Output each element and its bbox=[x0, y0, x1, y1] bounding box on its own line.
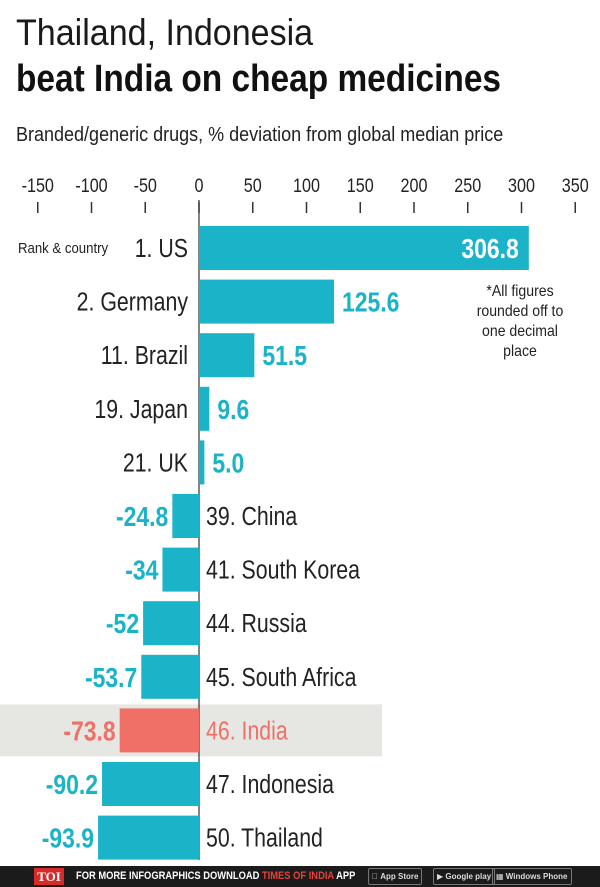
toi-logo[interactable]: TOI bbox=[34, 868, 64, 885]
bar bbox=[199, 226, 529, 270]
apple-icon:  bbox=[372, 872, 378, 881]
footer-bar: TOI FOR MORE INFOGRAPHICS DOWNLOAD TIMES… bbox=[0, 866, 600, 887]
footnote-line: rounded off to bbox=[477, 302, 564, 320]
category-label: 47. Indonesia bbox=[206, 770, 335, 800]
x-tick-label: 150 bbox=[347, 175, 374, 197]
category-label: 2. Germany bbox=[77, 288, 188, 318]
value-label: -93.9 bbox=[42, 824, 94, 855]
x-tick-label: -50 bbox=[134, 175, 158, 197]
app-store-badge[interactable]:  App Store bbox=[368, 868, 423, 885]
category-label: 46. India bbox=[206, 716, 288, 746]
google-play-badge[interactable]: ▶ Google play bbox=[433, 868, 496, 885]
category-label: 21. UK bbox=[123, 448, 188, 478]
chart-title-line1: Thailand, Indonesia bbox=[16, 12, 314, 53]
chart-subtitle: Branded/generic drugs, % deviation from … bbox=[16, 124, 504, 146]
footer-text-prefix: FOR MORE INFOGRAPHICS DOWNLOAD bbox=[76, 870, 262, 882]
footnote-line: one decimal bbox=[482, 322, 558, 340]
category-label: 44. Russia bbox=[206, 609, 307, 639]
value-label: 51.5 bbox=[262, 341, 307, 372]
app-store-label: App Store bbox=[372, 872, 418, 881]
footer-text-brand: TIMES OF INDIA bbox=[261, 870, 334, 882]
footer-text-suffix: APP bbox=[333, 870, 356, 882]
x-tick-label: 50 bbox=[244, 175, 262, 197]
x-tick-label: -150 bbox=[22, 175, 54, 197]
google-play-label: Google play bbox=[445, 872, 492, 881]
x-tick-label: 350 bbox=[562, 175, 589, 197]
bar bbox=[199, 386, 210, 431]
x-tick-label: -100 bbox=[75, 175, 107, 197]
value-label: -53.7 bbox=[85, 663, 137, 694]
windows-phone-label: Windows Phone bbox=[505, 872, 568, 881]
bar bbox=[199, 279, 335, 324]
bar bbox=[199, 333, 255, 378]
bar bbox=[98, 815, 199, 860]
value-label: -90.2 bbox=[46, 770, 98, 801]
bar bbox=[199, 440, 205, 485]
bar-chart: -150 -100 -50 0 50 100 150 200 250 300 350 Rank & c… bbox=[0, 175, 589, 860]
value-label: 9.6 bbox=[217, 395, 249, 426]
bar bbox=[141, 654, 199, 699]
windows-phone-badge[interactable]: ▦ Windows Phone bbox=[492, 868, 572, 885]
value-label: -73.8 bbox=[63, 716, 115, 747]
value-label: 125.6 bbox=[342, 288, 399, 319]
x-tick-label: 300 bbox=[508, 175, 535, 197]
rank-country-label: Rank & country bbox=[18, 239, 109, 256]
x-tick-label: 250 bbox=[454, 175, 481, 197]
bar bbox=[102, 762, 199, 806]
value-label: 306.8 bbox=[461, 234, 518, 265]
category-label: 1. US bbox=[135, 234, 188, 264]
category-label: 11. Brazil bbox=[101, 341, 188, 371]
value-label: -34 bbox=[125, 556, 159, 587]
category-label: 45. South Africa bbox=[206, 663, 357, 693]
x-tick-label: 100 bbox=[293, 175, 320, 197]
bar bbox=[143, 601, 199, 646]
x-tick-label: 200 bbox=[401, 175, 428, 197]
x-tick-label: 0 bbox=[195, 175, 204, 197]
footer-promo-text: FOR MORE INFOGRAPHICS DOWNLOAD TIMES OF … bbox=[76, 870, 355, 882]
play-icon: ▶ bbox=[437, 872, 444, 881]
windows-icon: ▦ bbox=[496, 872, 504, 881]
value-label: -24.8 bbox=[116, 502, 168, 533]
category-label: 50. Thailand bbox=[206, 824, 323, 854]
bar bbox=[172, 494, 199, 538]
value-label: 5.0 bbox=[212, 448, 244, 479]
chart-title-line2: beat India on cheap medicines bbox=[16, 58, 502, 100]
category-label: 39. China bbox=[206, 502, 298, 532]
category-label: 41. South Korea bbox=[206, 556, 361, 586]
bar bbox=[119, 708, 199, 753]
footnote-line: place bbox=[503, 342, 537, 360]
category-label: 19. Japan bbox=[94, 395, 188, 425]
value-label: -52 bbox=[106, 609, 139, 640]
bar bbox=[162, 547, 199, 592]
footnote-line: *All figures bbox=[486, 282, 553, 300]
